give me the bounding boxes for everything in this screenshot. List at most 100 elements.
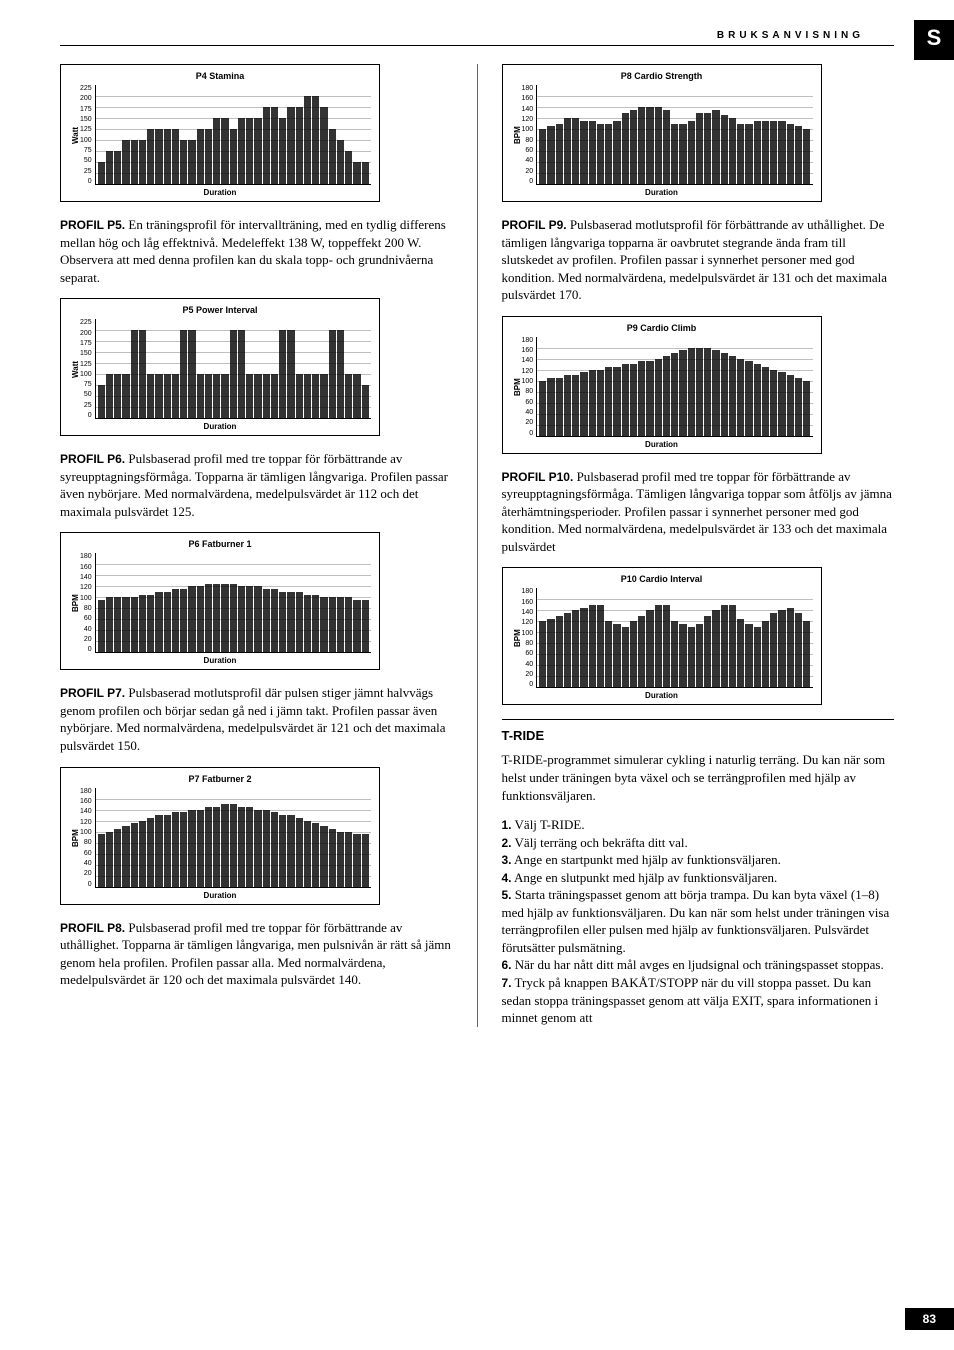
step-text: Starta träningspasset genom att börja tr… xyxy=(502,887,890,955)
chart-bar xyxy=(106,151,113,184)
chart-bar xyxy=(172,129,179,184)
chart-bar xyxy=(205,584,212,653)
p6-lead: PROFIL P6. xyxy=(60,452,125,466)
chart-bar xyxy=(337,140,344,184)
chart-bar xyxy=(131,823,138,886)
chart-bar xyxy=(329,129,336,184)
chart-bar xyxy=(188,140,195,184)
chart-bar xyxy=(188,330,195,418)
chart-bar xyxy=(312,374,319,418)
chart-bar xyxy=(147,129,154,184)
chart-bar xyxy=(238,118,245,184)
chart-p8: P8 Cardio StrengthBPM1801601401201008060… xyxy=(502,64,822,202)
chart-bar xyxy=(221,804,228,887)
chart-bar xyxy=(114,374,121,418)
chart-bar xyxy=(630,110,637,184)
chart-bar xyxy=(564,375,571,436)
chart-bar xyxy=(671,353,678,436)
chart-bar xyxy=(622,113,629,185)
chart-bar xyxy=(180,140,187,184)
chart-bar xyxy=(213,118,220,184)
x-axis-label: Duration xyxy=(69,422,371,431)
tride-heading: T-RIDE xyxy=(502,719,895,743)
chart-bar xyxy=(155,592,162,653)
chart-bar xyxy=(737,124,744,185)
chart-p4: P4 StaminaWatt2252001751501251007550250D… xyxy=(60,64,380,202)
chart-bar xyxy=(114,151,121,184)
chart-bar xyxy=(597,605,604,688)
chart-bar xyxy=(770,370,777,436)
chart-bar xyxy=(230,129,237,184)
y-axis-label: BPM xyxy=(69,788,80,888)
chart-bar xyxy=(337,597,344,652)
chart-bar xyxy=(762,121,769,184)
profil-p5-text: PROFIL P5. En träningsprofil för interva… xyxy=(60,216,453,286)
chart-bar xyxy=(106,597,113,652)
chart-bar xyxy=(655,107,662,184)
chart-bar xyxy=(754,121,761,184)
chart-bar xyxy=(663,356,670,436)
chart-bar xyxy=(147,818,154,887)
chart-bar xyxy=(131,140,138,184)
chart-title: P9 Cardio Climb xyxy=(511,323,813,333)
chart-bar xyxy=(589,605,596,688)
profil-p10-text: PROFIL P10. Pulsbaserad profil med tre t… xyxy=(502,468,895,556)
chart-bar xyxy=(180,330,187,418)
chart-bar xyxy=(345,832,352,887)
step-number: 3. xyxy=(502,853,512,867)
chart-bar xyxy=(638,616,645,688)
chart-bar xyxy=(770,613,777,687)
x-axis-label: Duration xyxy=(511,691,813,700)
chart-bar xyxy=(271,812,278,886)
step-number: 5. xyxy=(502,888,512,902)
chart-body: Watt2252001751501251007550250 xyxy=(69,85,371,185)
chart-bar xyxy=(564,118,571,184)
chart-bar xyxy=(353,162,360,184)
chart-bar xyxy=(287,592,294,653)
chart-bar xyxy=(353,834,360,886)
p8-lead: PROFIL P8. xyxy=(60,921,125,935)
chart-bar xyxy=(213,584,220,653)
chart-bar xyxy=(312,823,319,886)
chart-bar xyxy=(287,107,294,184)
chart-title: P10 Cardio Interval xyxy=(511,574,813,584)
chart-bar xyxy=(312,96,319,184)
chart-bar xyxy=(279,815,286,887)
bars-area xyxy=(536,337,812,437)
chart-body: BPM180160140120100806040200 xyxy=(69,553,371,653)
chart-bar xyxy=(589,121,596,184)
y-ticks: 180160140120100806040200 xyxy=(80,553,95,653)
chart-bar xyxy=(164,815,171,887)
chart-bar xyxy=(729,356,736,436)
chart-body: BPM180160140120100806040200 xyxy=(511,85,813,185)
chart-bar xyxy=(180,812,187,886)
chart-bar xyxy=(729,605,736,688)
chart-bar xyxy=(279,592,286,653)
chart-bar xyxy=(329,829,336,887)
chart-bar xyxy=(131,330,138,418)
chart-bar xyxy=(271,374,278,418)
chart-bar xyxy=(597,124,604,185)
y-ticks: 180160140120100806040200 xyxy=(80,788,95,888)
p7-lead: PROFIL P7. xyxy=(60,686,125,700)
chart-bar xyxy=(803,129,810,184)
chart-bar xyxy=(320,374,327,418)
chart-bar xyxy=(580,121,587,184)
chart-bar xyxy=(329,597,336,652)
chart-bar xyxy=(663,110,670,184)
chart-bar xyxy=(164,592,171,653)
profil-p6-text: PROFIL P6. Pulsbaserad profil med tre to… xyxy=(60,450,453,520)
chart-bar xyxy=(721,605,728,688)
chart-bar xyxy=(106,374,113,418)
chart-bar xyxy=(630,621,637,687)
chart-bar xyxy=(230,330,237,418)
chart-bar xyxy=(638,361,645,435)
chart-bar xyxy=(246,807,253,887)
chart-bar xyxy=(155,815,162,887)
chart-bar xyxy=(329,330,336,418)
x-axis-label: Duration xyxy=(511,440,813,449)
chart-bar xyxy=(98,385,105,418)
chart-bar xyxy=(655,605,662,688)
chart-bar xyxy=(679,124,686,185)
chart-bar xyxy=(803,381,810,436)
